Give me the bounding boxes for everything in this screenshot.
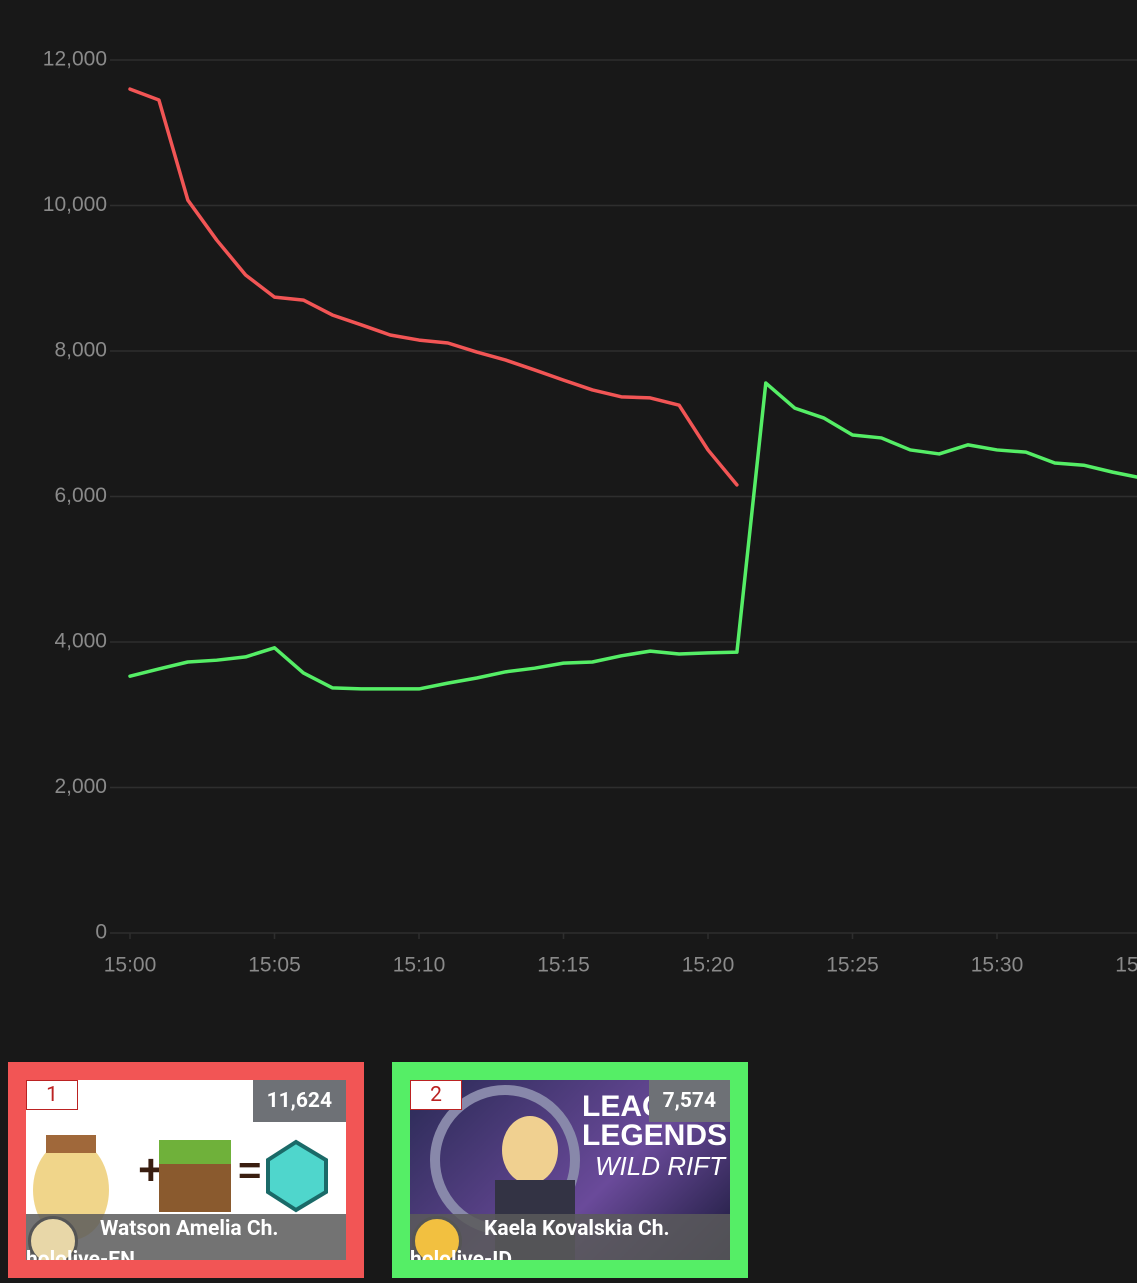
y-tick-label: 10,000: [43, 193, 107, 216]
x-tick-label: 15:30: [971, 954, 1024, 977]
x-tick-label: 15:35: [1115, 954, 1137, 977]
line-series: [128, 87, 739, 487]
viewer-count: 7,574: [648, 1080, 730, 1122]
channel-name: Kaela Kovalskia Ch.: [484, 1217, 670, 1241]
stream-card[interactable]: LEAGUE LEGENDS WILD RIFT 2 7,574 Kaela K…: [392, 1062, 748, 1278]
x-tick-label: 15:20: [682, 954, 735, 977]
channel-org: hololive-ID: [410, 1248, 513, 1260]
y-tick-label: 6,000: [54, 484, 107, 507]
y-tick-label: 0: [95, 921, 107, 944]
svg-text:LEGENDS: LEGENDS: [582, 1119, 727, 1152]
x-tick-label: 15:25: [826, 954, 879, 977]
viewer-count: 11,624: [252, 1080, 346, 1122]
y-tick-label: 8,000: [54, 339, 107, 362]
y-tick-label: 2,000: [54, 775, 107, 798]
y-tick-label: 12,000: [43, 48, 107, 71]
rank-badge: 1: [26, 1080, 78, 1110]
line-series: [128, 381, 1137, 691]
avatar: [28, 1216, 78, 1260]
name-bar: Kaela Kovalskia Ch. hololive-ID: [410, 1214, 730, 1260]
rank-badge: 2: [410, 1080, 462, 1110]
y-tick-label: 4,000: [54, 630, 107, 653]
stream-card[interactable]: + = 1 11,624 Watson Amelia Ch. hololive-…: [8, 1062, 364, 1278]
avatar: [412, 1216, 462, 1260]
x-tick-label: 15:00: [104, 954, 157, 977]
svg-text:=: =: [238, 1149, 261, 1193]
svg-text:WILD RIFT: WILD RIFT: [595, 1151, 727, 1181]
x-tick-label: 15:15: [537, 954, 590, 977]
x-tick-label: 15:05: [248, 954, 301, 977]
x-tick-label: 15:10: [393, 954, 446, 977]
channel-org: hololive-EN: [26, 1248, 135, 1260]
chart: 0 2,000 4,000 6,000 8,000 10,000 12,000 15:00 15…: [43, 48, 1137, 977]
channel-name: Watson Amelia Ch.: [100, 1217, 279, 1241]
name-bar: Watson Amelia Ch. hololive-EN: [26, 1214, 346, 1260]
